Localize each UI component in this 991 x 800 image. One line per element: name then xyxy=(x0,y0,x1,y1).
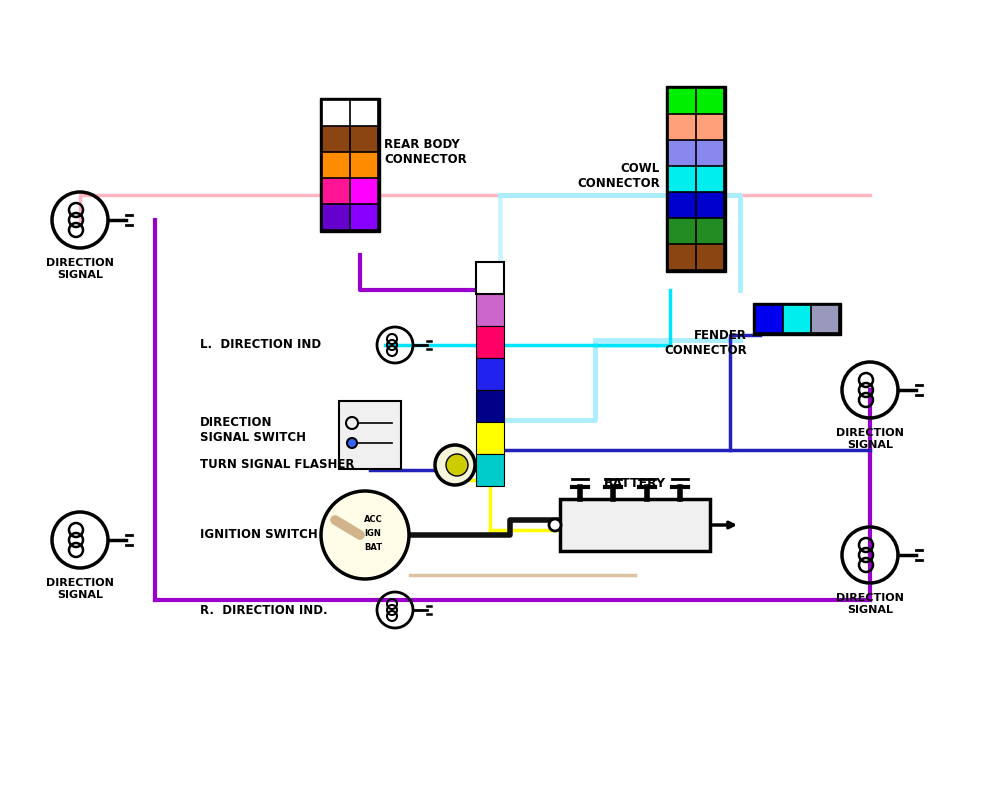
Text: TURN SIGNAL FLASHER: TURN SIGNAL FLASHER xyxy=(200,458,355,471)
Text: DIRECTION
SIGNAL: DIRECTION SIGNAL xyxy=(46,258,114,280)
Text: DIRECTION
SIGNAL: DIRECTION SIGNAL xyxy=(836,593,904,614)
Bar xyxy=(755,305,782,332)
Bar xyxy=(350,152,377,177)
Text: DIRECTION
SIGNAL SWITCH: DIRECTION SIGNAL SWITCH xyxy=(200,416,306,444)
Text: IGN: IGN xyxy=(365,529,382,538)
Bar xyxy=(696,140,723,165)
Bar xyxy=(322,178,349,203)
Text: R.  DIRECTION IND.: R. DIRECTION IND. xyxy=(200,603,328,617)
Bar xyxy=(696,166,723,191)
Text: REAR BODY
CONNECTOR: REAR BODY CONNECTOR xyxy=(384,138,467,166)
Bar xyxy=(350,126,377,151)
Bar xyxy=(350,100,377,125)
Bar xyxy=(668,166,695,191)
Circle shape xyxy=(435,445,475,485)
Bar xyxy=(696,114,723,139)
Bar xyxy=(339,401,401,469)
Text: BAT: BAT xyxy=(364,543,383,553)
Bar xyxy=(322,126,349,151)
Text: DIRECTION
SIGNAL: DIRECTION SIGNAL xyxy=(836,428,904,450)
Bar xyxy=(350,204,377,229)
Circle shape xyxy=(446,454,468,476)
Bar xyxy=(696,192,723,217)
Text: DIRECTION
SIGNAL: DIRECTION SIGNAL xyxy=(46,578,114,600)
Bar xyxy=(560,499,710,551)
Text: ACC: ACC xyxy=(364,515,383,525)
Bar xyxy=(811,305,838,332)
Bar xyxy=(322,204,349,229)
Bar xyxy=(476,454,504,486)
Text: COWL
CONNECTOR: COWL CONNECTOR xyxy=(577,162,660,190)
Bar xyxy=(753,303,841,335)
Bar xyxy=(668,140,695,165)
Bar xyxy=(350,178,377,203)
Bar xyxy=(476,358,504,390)
Circle shape xyxy=(549,519,561,531)
Text: IGNITION SWITCH: IGNITION SWITCH xyxy=(200,529,318,542)
Bar xyxy=(476,262,504,294)
Bar xyxy=(322,100,349,125)
Text: FENDER
CONNECTOR: FENDER CONNECTOR xyxy=(664,329,747,357)
Bar xyxy=(666,86,726,272)
Text: BATTERY: BATTERY xyxy=(604,477,666,490)
Bar xyxy=(476,326,504,358)
Circle shape xyxy=(321,491,409,579)
Bar xyxy=(476,390,504,422)
Bar xyxy=(668,88,695,113)
Bar xyxy=(696,218,723,243)
Bar xyxy=(783,305,810,332)
Bar xyxy=(696,88,723,113)
Bar xyxy=(668,244,695,269)
Bar xyxy=(668,192,695,217)
Bar xyxy=(696,244,723,269)
Bar xyxy=(668,218,695,243)
Text: L.  DIRECTION IND: L. DIRECTION IND xyxy=(200,338,321,351)
Circle shape xyxy=(347,438,357,448)
Bar xyxy=(668,114,695,139)
Bar xyxy=(320,98,380,232)
Bar xyxy=(476,422,504,454)
Bar xyxy=(476,294,504,326)
Bar xyxy=(322,152,349,177)
